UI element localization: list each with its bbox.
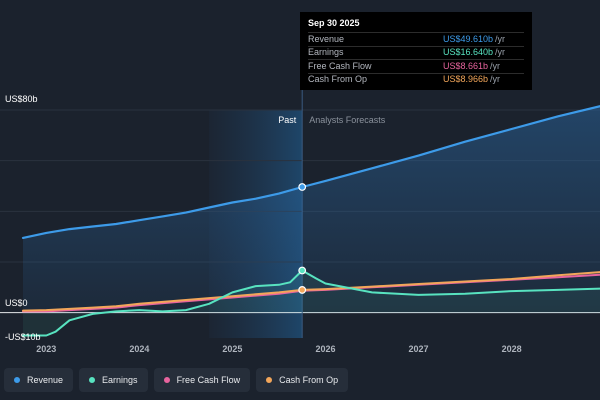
x-tick-label: 2023 bbox=[36, 344, 57, 354]
legend-dot-icon bbox=[14, 377, 20, 383]
x-tick-label: 2027 bbox=[408, 344, 429, 354]
tooltip-value: US$8.661b bbox=[443, 60, 489, 71]
x-tick-label: 2026 bbox=[315, 344, 336, 354]
tooltip-value: US$49.610b bbox=[443, 33, 494, 44]
marker-earnings bbox=[298, 266, 307, 275]
legend-dot-icon bbox=[266, 377, 273, 383]
legend-dot-icon bbox=[163, 377, 170, 383]
x-tick-label: 2028 bbox=[501, 344, 522, 354]
tooltip-unit: /yr bbox=[490, 74, 501, 85]
tooltip-label: Revenue bbox=[308, 33, 345, 44]
tooltip-row-free-cash-flow: Free Cash Flow US$8.661b /yr bbox=[308, 59, 524, 73]
data-tooltip: Sep 30 2025 Revenue US$49.610b /yr Earni… bbox=[300, 12, 532, 90]
tooltip-value: US$8.966b bbox=[443, 74, 489, 85]
past-region-label: Past bbox=[278, 115, 297, 125]
series-line-revenue bbox=[21, 105, 600, 239]
forecast-region-label: Analysts Forecasts bbox=[309, 115, 386, 125]
marker-revenue bbox=[298, 183, 307, 191]
legend-item-earnings[interactable]: Earnings bbox=[79, 368, 148, 392]
legend-item-cash-from-op[interactable]: Cash From Op bbox=[256, 368, 349, 392]
revenue-area-fill bbox=[23, 106, 600, 313]
tooltip-row-earnings: Earnings US$16.640b /yr bbox=[308, 45, 524, 60]
legend-dot-icon bbox=[89, 377, 96, 383]
legend-label: Cash From Op bbox=[279, 375, 339, 385]
tooltip-date: Sep 30 2025 bbox=[308, 18, 360, 28]
tooltip-label: Cash From Op bbox=[308, 74, 368, 85]
earnings-area-fill bbox=[23, 270, 600, 336]
legend-item-revenue[interactable]: Revenue bbox=[4, 368, 74, 392]
tooltip-unit: /yr bbox=[495, 33, 506, 44]
y-tick-label-zero: US$0 bbox=[5, 297, 28, 308]
tooltip-label: Earnings bbox=[308, 47, 344, 58]
legend-label: Free Cash Flow bbox=[176, 375, 241, 385]
tooltip-unit: /yr bbox=[490, 60, 501, 71]
y-tick-label-bottom: -US$10b bbox=[5, 332, 41, 342]
series-line-cash-from-op bbox=[22, 271, 600, 312]
x-tick-label: 2025 bbox=[222, 344, 243, 354]
tooltip-value: US$16.640b bbox=[443, 47, 494, 58]
tooltip-row-revenue: Revenue US$49.610b /yr bbox=[308, 32, 524, 46]
legend-label: Revenue bbox=[27, 375, 64, 385]
chart-legend: Revenue Earnings Free Cash Flow Cash Fro… bbox=[0, 368, 349, 392]
y-tick-label-top: US$80b bbox=[5, 94, 38, 104]
legend-item-free-cash-flow[interactable]: Free Cash Flow bbox=[153, 368, 251, 392]
x-tick-label: 2024 bbox=[129, 344, 150, 354]
tooltip-label: Free Cash Flow bbox=[308, 60, 372, 71]
series-line-earnings bbox=[22, 269, 600, 337]
legend-label: Earnings bbox=[102, 375, 138, 385]
tooltip-row-cash-from-op: Cash From Op US$8.966b /yr bbox=[308, 72, 524, 87]
marker-cash-from-op bbox=[298, 286, 307, 294]
tooltip-unit: /yr bbox=[495, 47, 506, 58]
